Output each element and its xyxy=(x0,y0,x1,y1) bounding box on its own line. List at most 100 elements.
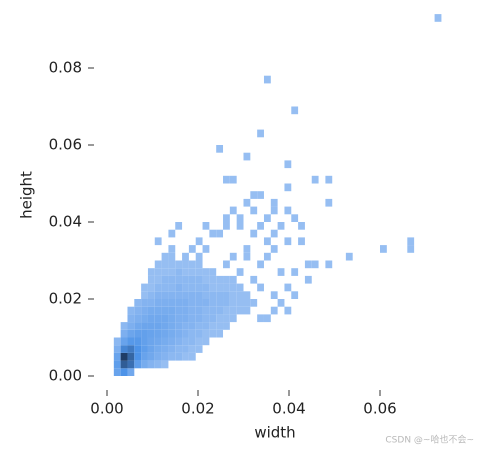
hist-cell xyxy=(161,314,169,323)
hist-cell xyxy=(202,275,210,284)
hist-cell xyxy=(304,275,312,284)
y-axis-label: height xyxy=(18,171,36,219)
hist-cell xyxy=(345,252,353,261)
hist-cell xyxy=(141,291,148,299)
x-tick-label: 0.02 xyxy=(181,400,214,418)
hist-cell xyxy=(188,337,196,346)
hist-cell xyxy=(168,291,176,299)
hist-cell xyxy=(182,322,189,330)
hist-cell xyxy=(202,291,210,299)
hist-cell xyxy=(270,206,278,215)
hist-cell xyxy=(188,329,196,338)
hist-cell xyxy=(147,322,155,330)
hist-cell xyxy=(229,314,237,323)
hist-cell xyxy=(154,329,162,338)
hist-cell xyxy=(161,306,169,315)
hist-cell xyxy=(168,314,176,323)
hist-cell xyxy=(161,260,169,269)
hist-cell xyxy=(141,345,148,353)
hist-cell xyxy=(154,352,162,361)
hist-cell xyxy=(120,322,128,330)
hist-cell xyxy=(168,260,176,269)
hist-cell xyxy=(182,268,189,276)
hist-cell xyxy=(291,106,299,115)
hist-cell xyxy=(154,306,162,315)
hist-cell xyxy=(127,306,135,315)
hist-cell xyxy=(175,222,183,230)
hist-cell xyxy=(229,306,237,315)
hist-cell xyxy=(229,299,237,307)
hist-cell xyxy=(216,322,224,330)
y-tick-label: 0.00 xyxy=(49,367,82,385)
hist-cell xyxy=(134,322,142,330)
hist-cell xyxy=(236,222,244,230)
hist-cell xyxy=(202,222,210,230)
hist-cell xyxy=(257,283,264,292)
hist-cell xyxy=(182,291,189,299)
hist-cell xyxy=(250,229,258,238)
hist-cell xyxy=(161,291,169,299)
hist-cell xyxy=(229,275,237,284)
hist-cell xyxy=(127,322,135,330)
hist-cell xyxy=(161,283,169,292)
hist-cell xyxy=(209,314,217,323)
hist-cell xyxy=(188,352,196,361)
hist-cell xyxy=(161,329,169,338)
hist-cell xyxy=(407,245,415,253)
hist-cell xyxy=(407,237,415,246)
hist-cell xyxy=(147,283,155,292)
y-tick-label: 0.02 xyxy=(49,290,82,308)
hist-cell xyxy=(147,291,155,299)
hist-cell xyxy=(325,260,333,269)
hist-cell xyxy=(257,260,264,269)
hist-cell xyxy=(154,314,162,323)
hist-cell xyxy=(209,322,217,330)
hist-cell xyxy=(127,345,135,353)
hist-cell xyxy=(175,268,183,276)
hist-cell xyxy=(127,352,135,361)
hist-cell xyxy=(257,314,264,323)
hist-cell xyxy=(154,275,162,284)
hist-cell xyxy=(161,352,169,361)
hist-cell xyxy=(434,14,442,22)
hist-cell xyxy=(216,229,224,238)
hist-cell xyxy=(188,299,196,307)
hist-cell xyxy=(202,337,210,346)
hist-cell xyxy=(229,206,237,215)
hist-cell xyxy=(175,283,183,292)
hist-cell xyxy=(127,368,135,376)
hist-cell xyxy=(284,183,292,192)
x-tick-label: 0.00 xyxy=(90,400,123,418)
hist-cell xyxy=(120,368,128,376)
hist-cell xyxy=(202,283,210,292)
x-axis-label: width xyxy=(254,424,295,442)
hist-cell xyxy=(270,245,278,253)
hist-cell xyxy=(188,268,196,276)
hist-cell xyxy=(141,329,148,338)
hist-cell xyxy=(147,314,155,323)
hist-cell xyxy=(175,329,183,338)
hist-cell xyxy=(216,306,224,315)
hist-cell xyxy=(134,337,142,346)
hist-cell xyxy=(175,314,183,323)
hist-cell xyxy=(277,268,285,276)
hist-cell xyxy=(195,314,203,323)
hist-cell xyxy=(147,360,155,369)
hist-cell xyxy=(284,206,292,215)
hist-cell xyxy=(250,206,258,215)
hist-cell xyxy=(134,345,142,353)
hist-cell xyxy=(223,175,230,184)
hist-cell xyxy=(120,345,128,353)
hist-cell xyxy=(257,129,264,138)
hist-cell xyxy=(141,314,148,323)
hist-cell xyxy=(304,260,312,269)
hist-cell xyxy=(188,314,196,323)
hist-cell xyxy=(161,360,169,369)
hist-cell xyxy=(175,260,183,269)
hist-cell xyxy=(120,360,128,369)
hist-cell xyxy=(202,268,210,276)
x-tick-label: 0.04 xyxy=(272,400,305,418)
hist-cell xyxy=(277,299,285,307)
hist-cell xyxy=(223,275,230,284)
